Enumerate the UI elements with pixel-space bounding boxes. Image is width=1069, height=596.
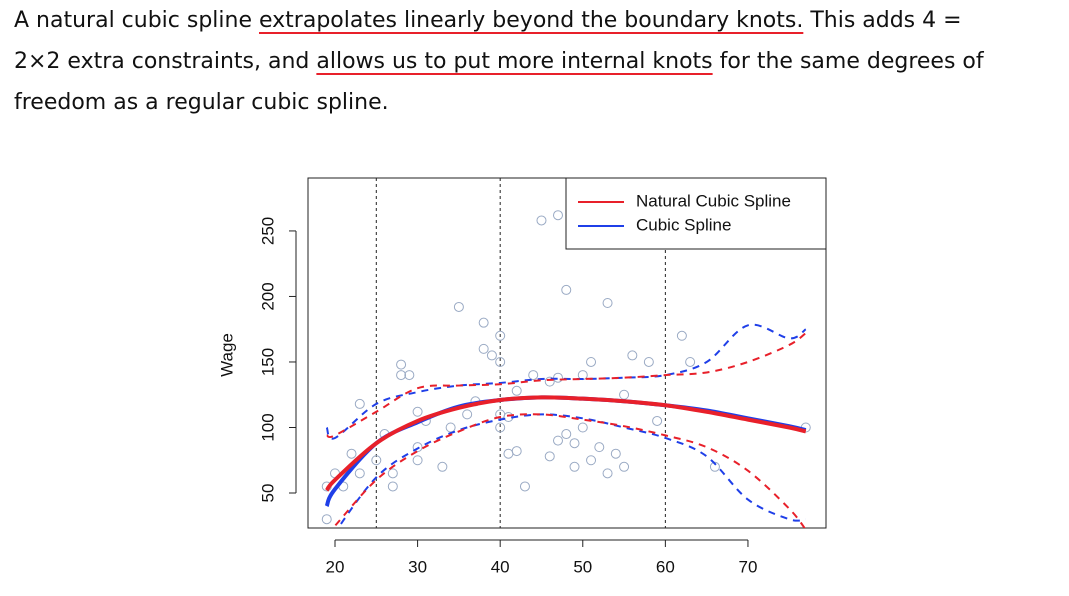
text: A natural cubic spline <box>14 8 259 33</box>
text-line: A natural cubic spline extrapolates line… <box>14 0 984 41</box>
data-point <box>602 298 613 309</box>
data-point <box>321 514 332 525</box>
x-tick-label: 50 <box>573 557 592 576</box>
data-point <box>519 481 530 492</box>
data-point <box>396 359 407 370</box>
data-point <box>552 372 563 383</box>
data-point <box>569 438 580 449</box>
data-point <box>462 409 473 420</box>
text-line: freedom as a regular cubic spline. <box>14 82 984 123</box>
band-upper <box>326 332 807 439</box>
data-point <box>610 448 621 459</box>
data-point <box>371 455 382 466</box>
data-point <box>412 406 423 417</box>
x-tick-label: 30 <box>408 557 427 576</box>
data-point <box>586 356 597 367</box>
data-point <box>528 370 539 381</box>
data-point <box>412 455 423 466</box>
data-point <box>586 455 597 466</box>
data-point <box>412 442 423 453</box>
data-point <box>346 448 357 459</box>
band-lower <box>336 413 806 528</box>
data-point <box>594 442 605 453</box>
data-point <box>486 350 497 361</box>
data-point <box>627 350 638 361</box>
data-point <box>552 210 563 221</box>
data-point <box>619 389 630 400</box>
data-point <box>511 385 522 396</box>
data-point <box>561 429 572 440</box>
legend-label: Natural Cubic Spline <box>636 191 791 210</box>
data-point <box>478 317 489 328</box>
data-point <box>643 356 654 367</box>
data-point <box>511 446 522 457</box>
data-point <box>602 468 613 479</box>
data-point <box>561 284 572 295</box>
data-point <box>495 330 506 341</box>
data-point <box>536 215 547 226</box>
data-point <box>495 356 506 367</box>
data-point <box>478 343 489 354</box>
x-tick-label: 40 <box>491 557 510 576</box>
fit-line <box>325 395 807 492</box>
data-point <box>685 356 696 367</box>
y-axis-label: Wage <box>217 333 236 377</box>
underlined-text: allows us to put more internal knots <box>316 49 713 74</box>
paragraph: A natural cubic spline extrapolates line… <box>14 0 984 123</box>
text: 2×2 extra constraints, and <box>14 49 317 74</box>
y-tick-label: 250 <box>258 217 277 245</box>
data-point <box>652 415 663 426</box>
data-point <box>437 461 448 472</box>
data-point <box>544 376 555 387</box>
data-point <box>354 398 365 409</box>
data-point <box>387 481 398 492</box>
x-tick-label: 60 <box>656 557 675 576</box>
legend-box <box>565 177 827 250</box>
fit-line <box>324 395 807 507</box>
band-upper <box>325 323 807 440</box>
legend-label: Cubic Spline <box>636 215 731 234</box>
y-tick-label: 50 <box>258 484 277 503</box>
data-point <box>577 422 588 433</box>
data-point <box>404 370 415 381</box>
data-point <box>709 461 720 472</box>
data-point <box>495 422 506 433</box>
y-tick-label: 150 <box>258 348 277 376</box>
data-point <box>396 370 407 381</box>
data-point <box>354 468 365 479</box>
text: for the same degrees of <box>712 49 984 74</box>
x-tick-label: 70 <box>738 557 757 576</box>
data-point <box>619 461 630 472</box>
text-line: 2×2 extra constraints, and allows us to … <box>14 41 984 82</box>
data-point <box>676 330 687 341</box>
data-point <box>453 301 464 312</box>
y-tick-label: 100 <box>258 413 277 441</box>
band-lower <box>331 413 806 528</box>
data-point <box>445 422 456 433</box>
data-point <box>569 461 580 472</box>
y-tick-label: 200 <box>258 282 277 310</box>
x-tick-label: 20 <box>326 557 345 576</box>
plot-area <box>321 206 811 528</box>
text: freedom as a regular cubic spline. <box>14 90 389 115</box>
data-point <box>503 448 514 459</box>
underlined-text: extrapolates linearly beyond the boundar… <box>259 8 804 33</box>
data-point <box>544 451 555 462</box>
data-point <box>387 468 398 479</box>
data-point <box>552 435 563 446</box>
text: This adds 4 = <box>803 8 962 33</box>
